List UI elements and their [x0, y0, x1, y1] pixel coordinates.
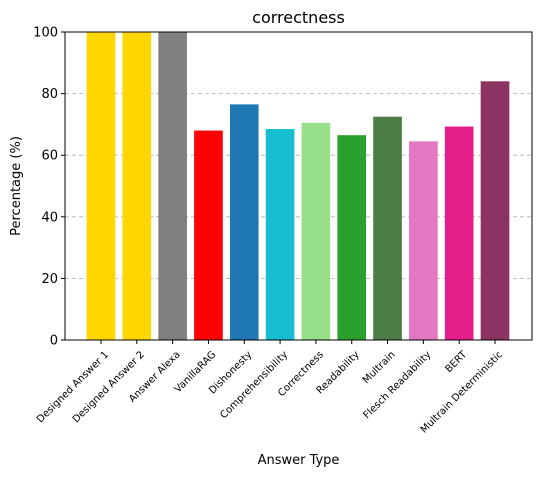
y-axis: 0 20 40 60 80 100 — [33, 26, 65, 349]
y-tick-label-0: 0 — [50, 334, 58, 349]
y-tick-label-3: 60 — [41, 149, 58, 164]
bar-6 — [302, 123, 331, 340]
chart-title: correctness — [252, 8, 345, 27]
y-tick-label-2: 40 — [41, 210, 58, 225]
x-tick-label-9: Flesch Readability — [362, 349, 434, 421]
y-tick-label-1: 20 — [41, 272, 58, 287]
x-tick-label-8: Multrain — [361, 349, 398, 386]
bar-5 — [266, 129, 295, 340]
bar-11 — [481, 81, 510, 340]
bar-9 — [409, 141, 438, 340]
x-tick-label-10: BERT — [443, 349, 469, 375]
x-tick-label-5: Comprehensibility — [218, 349, 290, 421]
bar-2 — [158, 32, 187, 340]
y-axis-label: Percentage (%) — [9, 136, 24, 236]
bar-7 — [337, 135, 366, 340]
y-tick-label-5: 100 — [33, 26, 58, 41]
bars — [87, 32, 510, 340]
bar-0 — [87, 32, 116, 340]
bar-4 — [230, 104, 259, 340]
x-tick-label-1: Designed Answer 2 — [71, 349, 147, 425]
x-axis-label: Answer Type — [258, 453, 340, 468]
bar-1 — [122, 32, 151, 340]
y-tick-label-4: 80 — [41, 87, 58, 102]
bar-3 — [194, 131, 223, 340]
bar-8 — [373, 117, 402, 340]
x-tick-label-0: Designed Answer 1 — [35, 349, 111, 425]
bar-10 — [445, 127, 474, 340]
